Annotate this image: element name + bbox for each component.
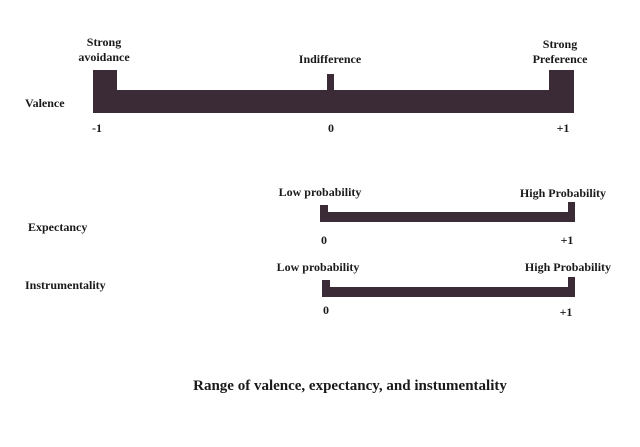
scale-label: Low probability xyxy=(279,185,362,199)
tick-label: +1 xyxy=(561,233,574,247)
caption: Range of valence, expectancy, and instum… xyxy=(193,378,507,394)
tick-label: -1 xyxy=(92,121,102,135)
scale-label: Indifference xyxy=(299,52,362,66)
expectancy-bar xyxy=(320,202,575,222)
tick-label: +1 xyxy=(557,121,570,135)
scale-label: High Probability xyxy=(520,186,606,200)
scale-name: Instrumentality xyxy=(25,278,106,292)
tick-label: +1 xyxy=(560,305,573,319)
scale-name: Valence xyxy=(25,96,65,110)
scale-label: Strong xyxy=(87,35,121,49)
tick-label: 0 xyxy=(321,233,327,247)
valence-bar xyxy=(93,70,574,113)
instrumentality-bar xyxy=(322,277,575,297)
scale-name: Expectancy xyxy=(28,220,87,234)
scale-label: Preference xyxy=(533,52,589,66)
scale-label: Strong xyxy=(543,37,577,51)
tick-label: 0 xyxy=(328,121,334,135)
scale-label: avoidance xyxy=(78,50,130,64)
scale-label: Low probability xyxy=(277,260,360,274)
scale-label: High Probability xyxy=(525,260,611,274)
tick-label: 0 xyxy=(323,303,329,317)
